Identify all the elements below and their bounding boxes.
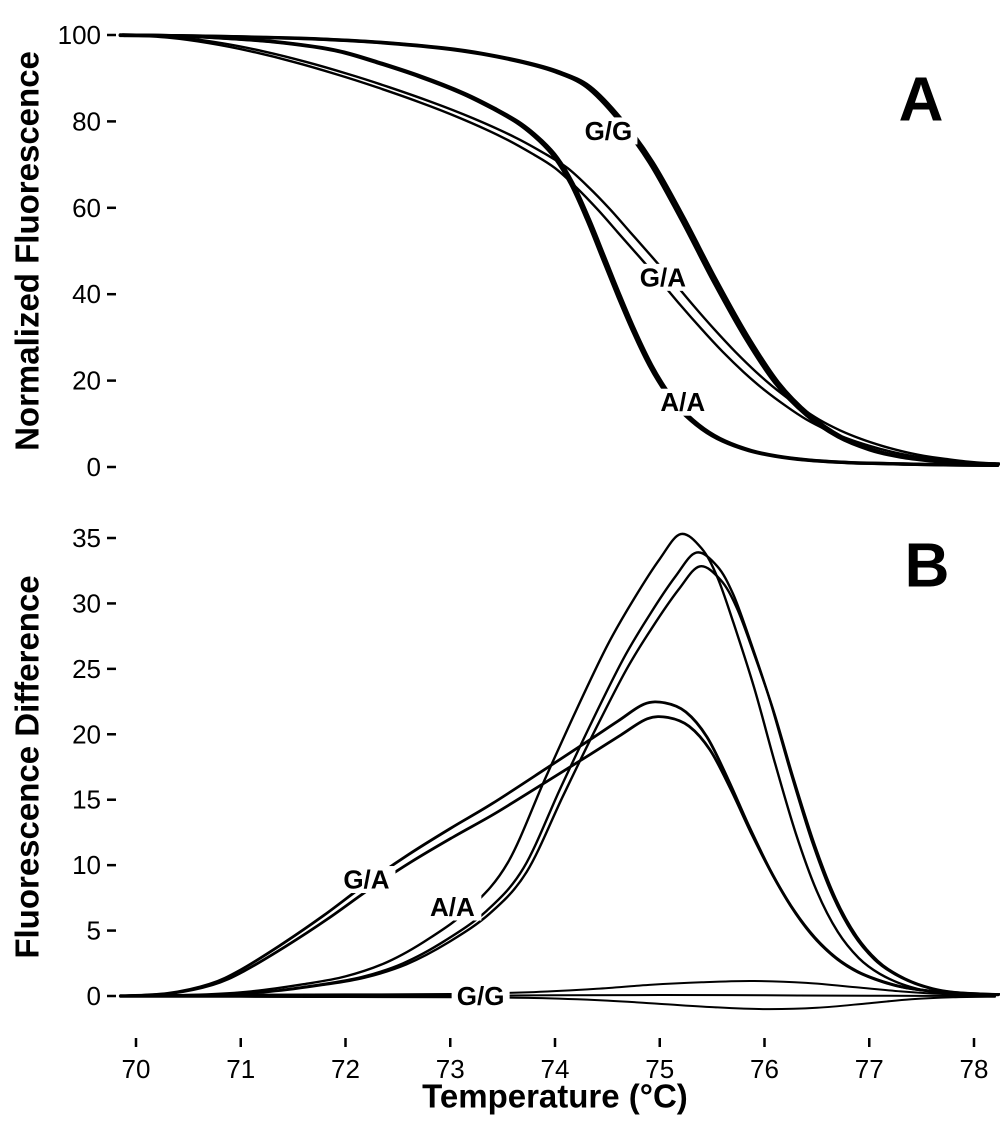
y-tick-a-100 [107,33,116,37]
y-tick-label-a-60: 60 [72,193,101,223]
curve-panel-a-ga-s1-rep1 [119,33,997,466]
x-tick-78 [972,1038,976,1047]
curve-panel-b-aa-s1-rep2 [134,551,1000,998]
y-tick-label-b-15: 15 [72,785,101,815]
y-tick-label-b-20: 20 [72,719,101,749]
y-tick-a-20 [107,379,116,382]
curve-label-bg-b-gg [451,982,510,1010]
curve-label-a-gg: G/G [585,116,633,146]
y-tick-label-a-80: 80 [72,106,101,136]
y-tick-label-a-40: 40 [72,279,101,309]
x-tick-label-76: 76 [750,1054,779,1084]
curve-panel-b-ga-s0-rep2 [122,715,1000,998]
y-tick-label-b-25: 25 [72,654,101,684]
curve-label-b-ga: G/A [343,865,389,895]
x-tick-label-75: 75 [645,1054,674,1084]
x-tick-75 [658,1038,661,1047]
x-tick-label-71: 71 [226,1054,255,1084]
curve-label-a-ga: G/A [640,262,686,292]
x-tick-label-77: 77 [855,1054,884,1084]
x-tick-label-74: 74 [541,1054,570,1084]
curve-panel-a-aa-s2-rep1 [118,33,997,467]
curve-panel-b-gg-s4-rep1 [119,994,996,997]
panel-b-letter: B [905,532,950,601]
y-tick-label-b-35: 35 [72,523,101,553]
curve-panel-a-ga-s1-rep2 [131,33,1000,465]
y-tick-b-10 [107,863,116,867]
x-axis-title: Temperature (°C) [422,1078,688,1115]
curve-label-b-aa: A/A [430,892,475,922]
y-tick-b-25 [107,667,116,671]
y-tick-label-a-0: 0 [87,452,101,482]
x-tick-74 [553,1038,557,1047]
panel-b-y-axis-title: Fluorescence Difference [9,575,46,958]
panel-a-letter: A [899,66,944,135]
x-tick-label-73: 73 [436,1054,465,1084]
x-tick-72 [344,1038,347,1047]
curve-panel-b-aa-s1-rep1 [119,532,997,998]
curve-label-bg-b-ga [337,866,396,894]
x-tick-71 [239,1038,242,1047]
y-tick-label-b-0: 0 [87,981,101,1011]
curve-label-bg-a-ga [633,263,692,291]
panel-a-y-axis-title: Normalized Fluorescence [9,51,46,451]
curve-panel-b-aa-s1-rep3 [137,565,1000,998]
y-tick-b-0 [107,994,116,998]
curve-label-b-gg: G/G [457,981,505,1011]
x-tick-73 [449,1038,452,1047]
curve-panel-a-gg-s0-rep2 [122,33,1000,466]
x-tick-label-70: 70 [122,1054,151,1084]
y-tick-label-b-30: 30 [72,588,101,618]
x-tick-label-72: 72 [331,1054,360,1084]
y-tick-label-b-5: 5 [87,916,101,946]
x-tick-70 [134,1038,138,1047]
curve-panel-a-gg-s0-rep1 [118,33,997,466]
x-tick-76 [763,1038,766,1047]
y-tick-b-20 [107,733,116,736]
x-tick-label-78: 78 [960,1054,989,1084]
y-tick-label-a-20: 20 [72,366,101,396]
y-tick-a-60 [107,206,116,210]
curve-panel-b-gg-s2-rep1 [119,979,996,997]
y-tick-b-35 [107,536,116,540]
curve-label-bg-b-aa [423,893,482,921]
y-tick-b-15 [107,798,116,801]
y-tick-a-40 [107,292,116,296]
curve-panel-b-gg-s3-rep1 [119,995,996,1011]
y-tick-label-a-100: 100 [58,20,101,50]
y-tick-b-5 [107,929,116,932]
curve-label-a-aa: A/A [660,387,705,417]
y-tick-a-80 [107,120,116,123]
y-tick-a-0 [107,465,116,469]
y-tick-label-b-10: 10 [72,850,101,880]
curve-label-bg-a-aa [653,388,712,416]
x-tick-77 [868,1038,871,1047]
curve-panel-a-aa-s2-rep2 [121,33,1000,467]
y-tick-b-30 [107,602,116,605]
curve-panel-b-ga-s0-rep1 [118,700,997,998]
curve-label-bg-a-gg [579,117,638,145]
